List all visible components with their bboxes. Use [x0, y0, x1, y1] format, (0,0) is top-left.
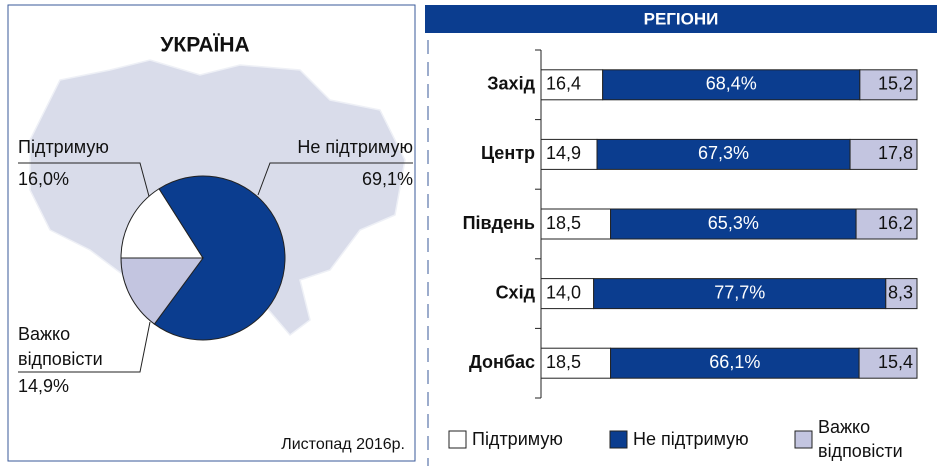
bar-segment: [540, 278, 595, 310]
bar-segment: [593, 278, 887, 310]
value-label: 15,4: [878, 352, 913, 372]
bar-segment: [610, 347, 860, 379]
bar-segment: [859, 69, 918, 101]
value-label: 67,3%: [698, 143, 749, 163]
value-label: 18,5: [546, 352, 581, 372]
panel-border: [7, 4, 416, 462]
legend-swatch: [794, 430, 813, 449]
category-label: Південь: [463, 213, 535, 233]
bar-segment: [849, 138, 918, 170]
value-label: 18,5: [546, 213, 581, 233]
value-label: 16,2: [878, 213, 913, 233]
leader-line: [18, 321, 151, 373]
value-label: 14,0: [546, 282, 581, 302]
legend-label: Не підтримую: [633, 429, 749, 449]
bar-segment: [855, 208, 918, 240]
value-label: 65,3%: [708, 213, 759, 233]
slice-label: Не підтримую: [297, 137, 413, 157]
legend-label: Підтримую: [472, 429, 563, 449]
slice-label: Важко відповісти: [18, 324, 103, 369]
bar-segment: [540, 347, 612, 379]
header-bar: [425, 5, 937, 33]
bar-segment: [540, 208, 612, 240]
annotation: Листопад 2016р.: [281, 436, 405, 453]
bar-title: РЕГІОНИ: [644, 9, 719, 28]
bar-segment: [858, 347, 918, 379]
legend-label: Важко відповісти: [818, 417, 903, 461]
bar-segment: [540, 69, 604, 101]
slice-value-label: 69,1%: [362, 169, 413, 189]
pie-slice: [120, 188, 204, 259]
value-label: 15,2: [878, 74, 913, 94]
pie-title: УКРАЇНА: [160, 34, 249, 57]
bar-segment: [540, 138, 598, 170]
category-label: Схід: [496, 282, 536, 302]
slice-label: Підтримую: [18, 137, 109, 157]
pie-slice: [120, 257, 204, 325]
value-label: 8,3: [888, 282, 913, 302]
value-label: 68,4%: [706, 74, 757, 94]
category-label: Центр: [481, 143, 535, 163]
leader-line: [18, 162, 151, 201]
pie-slice: [153, 175, 286, 341]
value-label: 14,9: [546, 143, 581, 163]
legend-swatch: [609, 430, 628, 449]
value-label: 66,1%: [709, 352, 760, 372]
bar-segment: [602, 69, 861, 101]
bar-segment: [885, 278, 918, 310]
bar-segment: [610, 208, 857, 240]
slice-value-label: 16,0%: [18, 169, 69, 189]
value-label: 17,8: [878, 143, 913, 163]
slice-value-label: 14,9%: [18, 376, 69, 396]
value-label: 77,7%: [714, 282, 765, 302]
legend-swatch: [448, 430, 467, 449]
category-label: Захід: [487, 74, 535, 94]
value-label: 16,4: [546, 74, 581, 94]
leader-line: [257, 162, 413, 196]
category-label: Донбас: [469, 352, 535, 372]
